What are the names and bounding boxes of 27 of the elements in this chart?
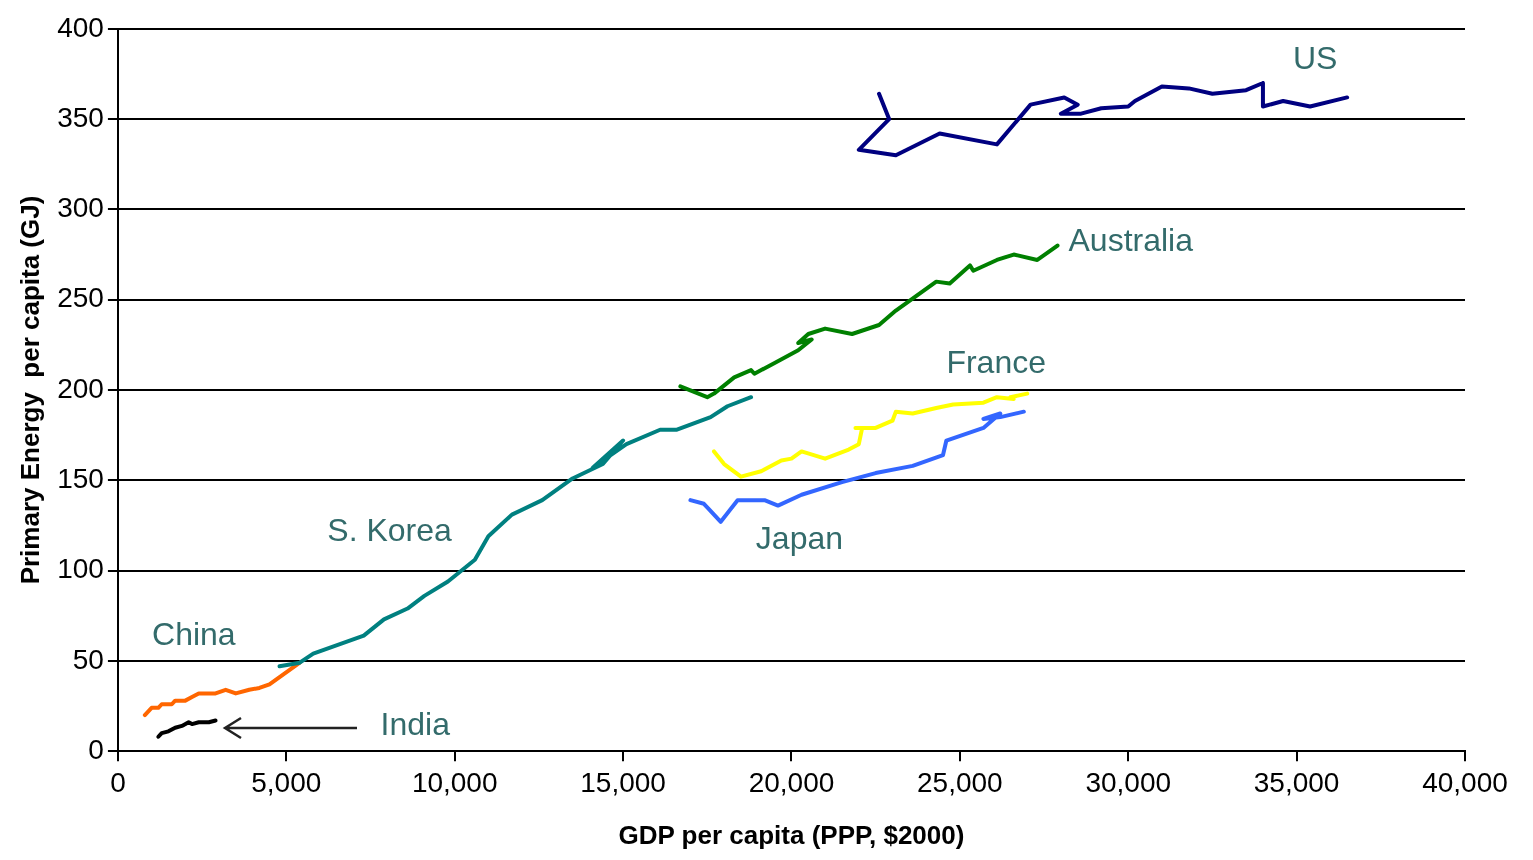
x-axis-title: GDP per capita (PPP, $2000) bbox=[618, 819, 965, 850]
series-label: S. Korea bbox=[327, 512, 453, 549]
x-tick-label: 5,000 bbox=[251, 766, 322, 798]
x-tick-label: 30,000 bbox=[1085, 766, 1172, 798]
y-tick-label: 400 bbox=[57, 11, 104, 43]
series-label: France bbox=[946, 344, 1046, 381]
series-label: Australia bbox=[1068, 222, 1194, 259]
y-tick-label: 50 bbox=[72, 643, 104, 675]
y-tick-label: 350 bbox=[57, 101, 104, 133]
y-tick-label: 0 bbox=[88, 733, 104, 765]
x-tick-label: 35,000 bbox=[1253, 766, 1340, 798]
y-tick-label: 250 bbox=[57, 282, 104, 314]
y-tick-label: 100 bbox=[57, 553, 104, 585]
y-tick-label: 300 bbox=[57, 192, 104, 224]
text: India bbox=[380, 706, 451, 743]
y-tick-label: 200 bbox=[57, 372, 104, 404]
series-label: Japan bbox=[755, 519, 844, 556]
y-tick-label: 150 bbox=[57, 463, 104, 495]
x-tick-label: 0 bbox=[110, 766, 126, 798]
x-tick-label: 15,000 bbox=[580, 766, 666, 798]
series-label: US bbox=[1292, 40, 1338, 77]
x-tick-label: 10,000 bbox=[411, 766, 498, 798]
x-tick-label: 40,000 bbox=[1422, 766, 1508, 798]
series-label: China bbox=[152, 615, 236, 652]
x-tick-label: 20,000 bbox=[748, 766, 835, 798]
y-axis-title: Primary Energy per capita (GJ) bbox=[14, 195, 45, 585]
x-tick-label: 25,000 bbox=[917, 766, 1003, 798]
